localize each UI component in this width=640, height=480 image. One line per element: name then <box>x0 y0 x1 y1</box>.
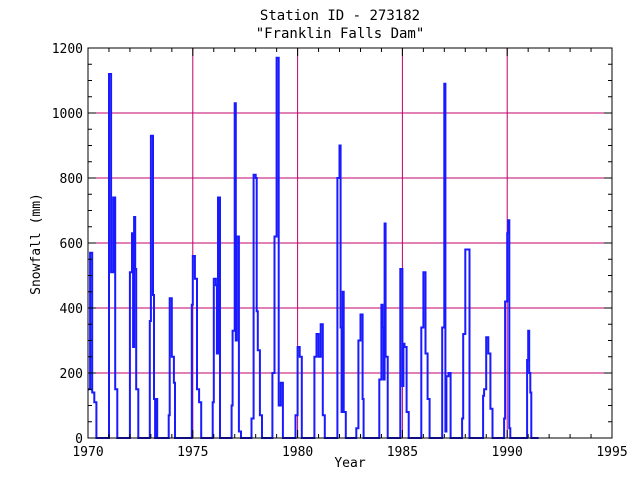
x-tick-label: 1995 <box>596 445 627 460</box>
x-tick-label: 1970 <box>72 445 103 460</box>
chart-title: Station ID - 273182 <box>260 8 420 24</box>
y-tick-label: 200 <box>60 367 83 382</box>
grid-lines <box>88 48 612 438</box>
x-tick-label: 1985 <box>387 445 418 460</box>
chart-subtitle: "Franklin Falls Dam" <box>256 26 425 42</box>
snowfall-series-line <box>88 56 539 439</box>
x-tick-label: 1990 <box>492 445 523 460</box>
y-tick-label: 400 <box>60 302 83 317</box>
series-layer <box>88 56 539 439</box>
x-axis-label: Year <box>334 456 365 471</box>
tick-labels: 1970 1975 1980 1985 1990 1995 0 200 400 600 800 100… <box>52 42 628 460</box>
y-tick-label: 1000 <box>52 107 83 122</box>
y-tick-label: 600 <box>60 237 83 252</box>
y-tick-label: 0 <box>75 432 83 447</box>
x-tick-label: 1980 <box>282 445 313 460</box>
y-tick-label: 1200 <box>52 42 83 57</box>
y-tick-label: 800 <box>60 172 83 187</box>
x-tick-label: 1975 <box>177 445 208 460</box>
ticks <box>87 47 613 439</box>
y-axis-label: Snowfall (mm) <box>29 193 44 295</box>
